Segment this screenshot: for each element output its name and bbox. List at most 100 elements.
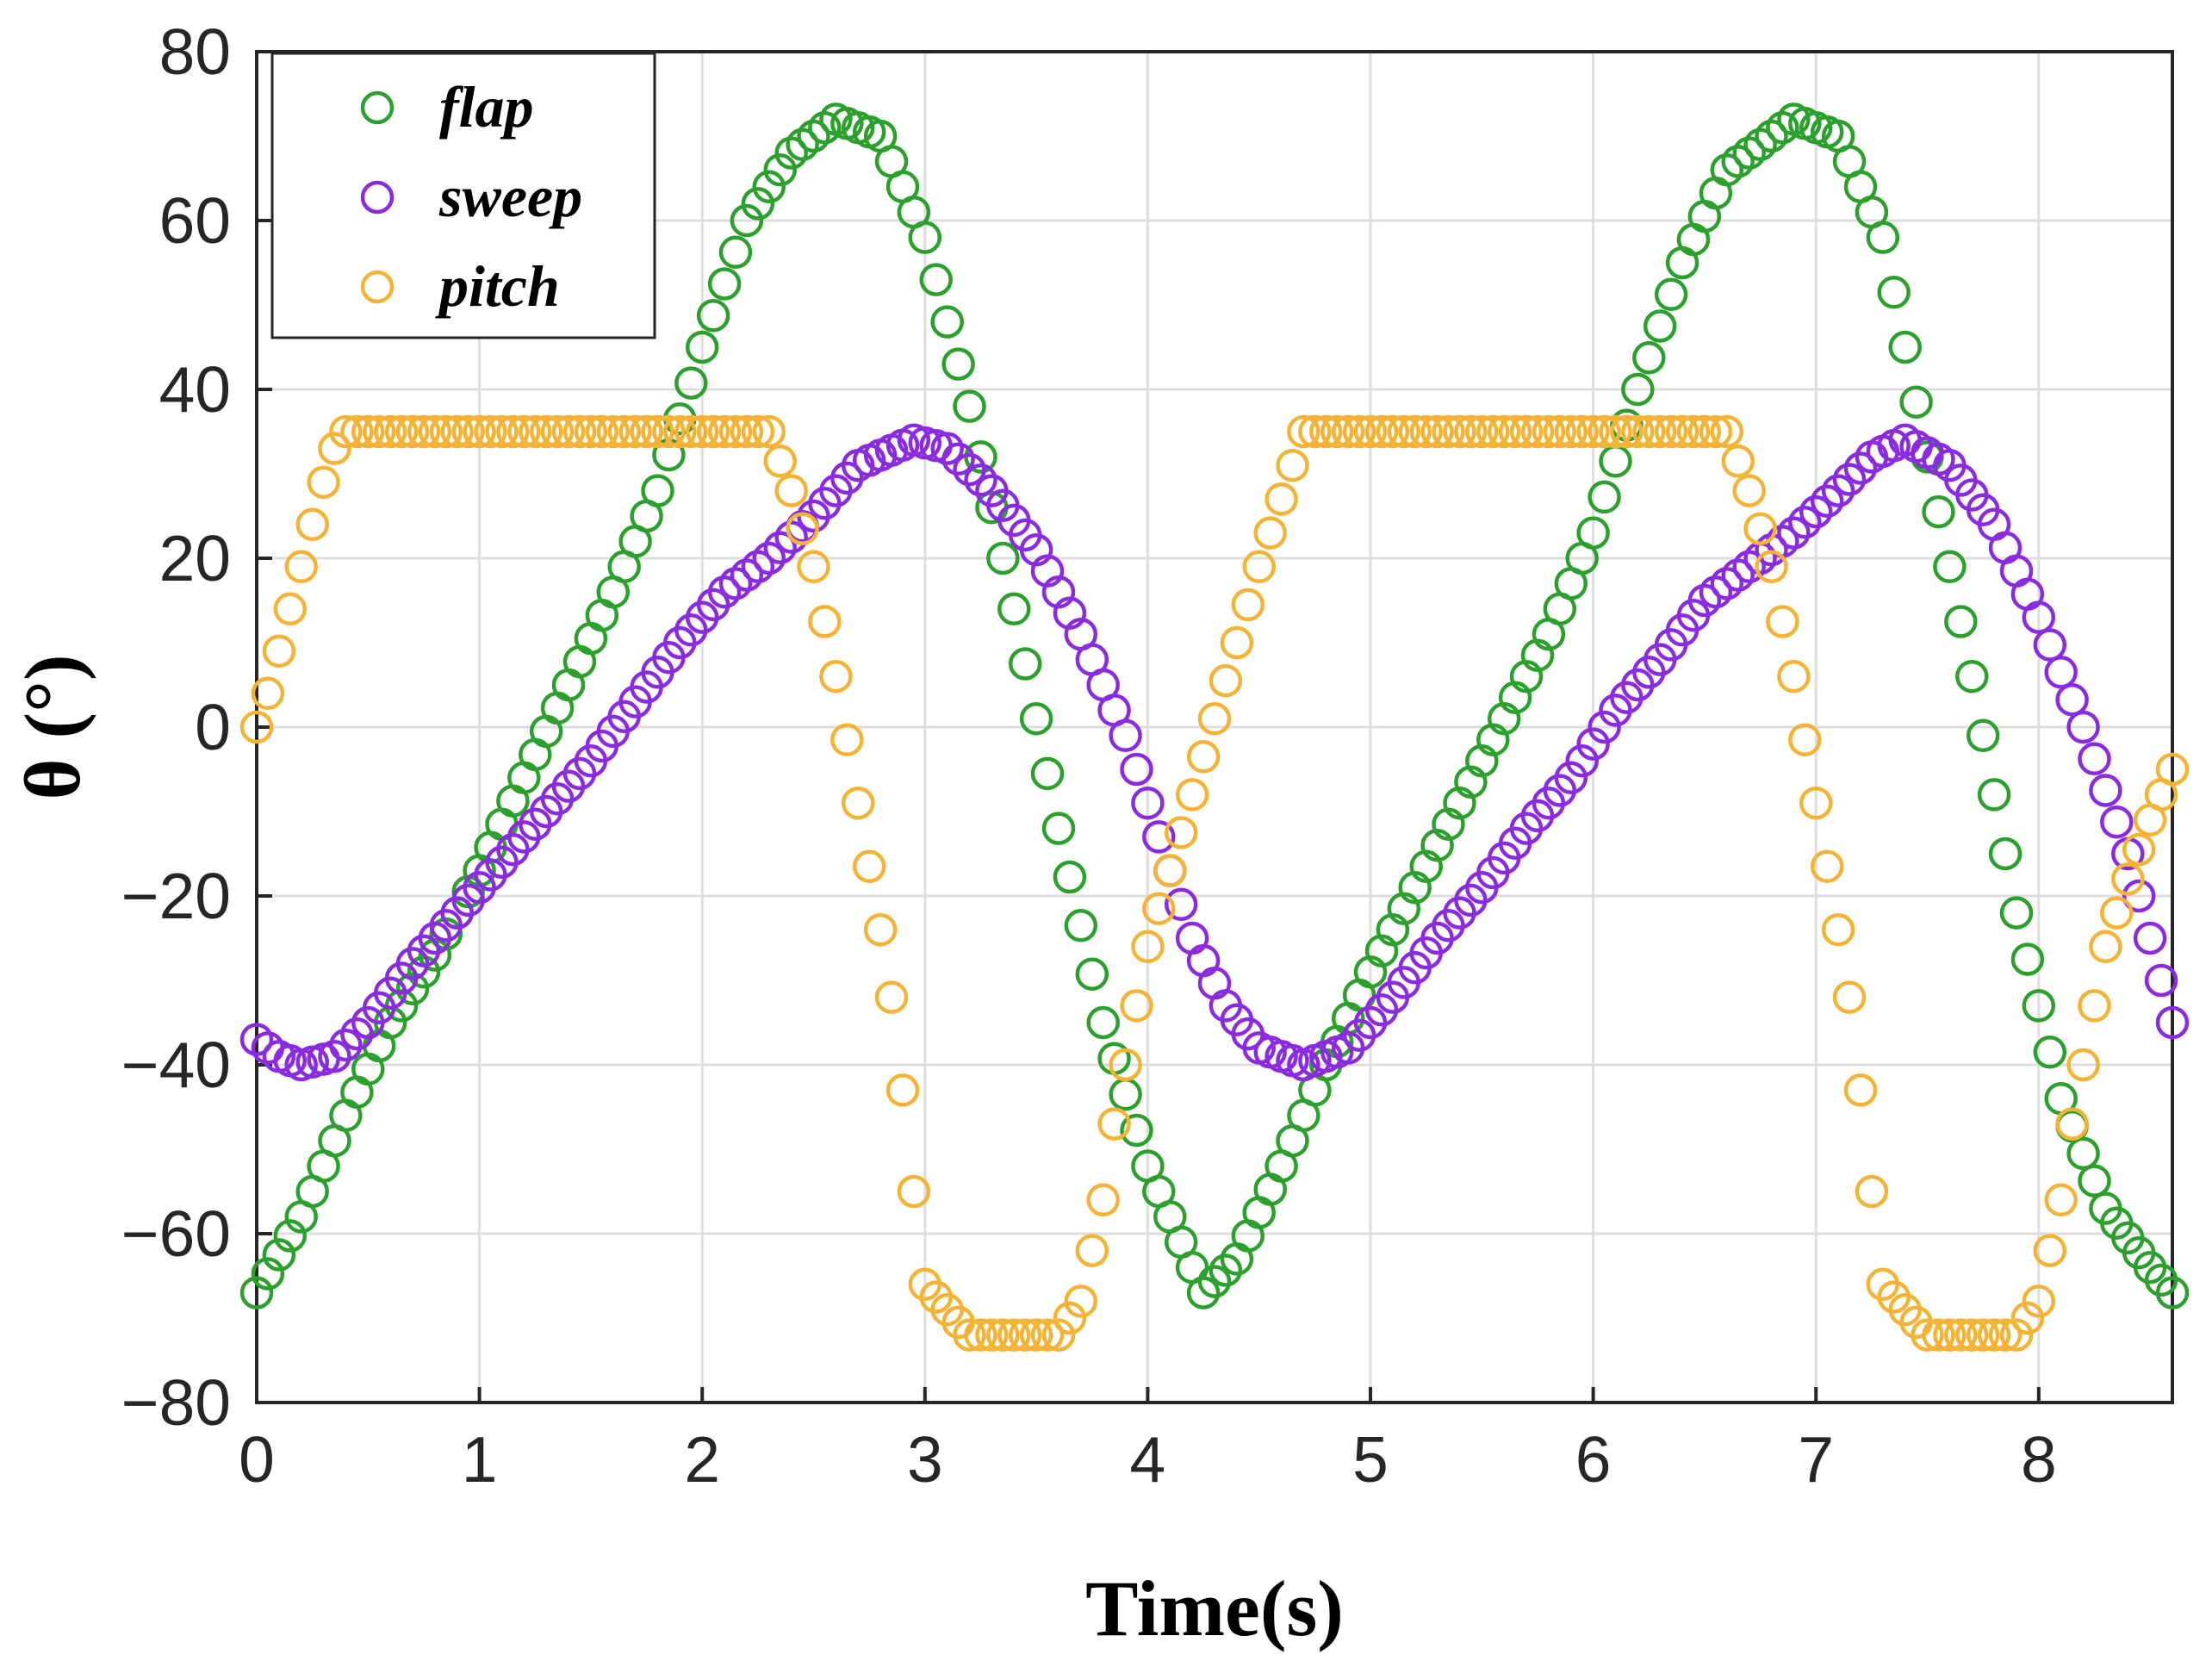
pitch-point [1432, 414, 1465, 449]
flap-point [986, 541, 1020, 575]
sweep-point [752, 541, 786, 575]
flap-point [1743, 128, 1777, 162]
pitch-point [1309, 414, 1343, 449]
pitch-point [529, 414, 563, 449]
pitch-point [362, 414, 396, 449]
pitch-point [752, 414, 786, 449]
flap-point [1899, 385, 1933, 419]
sweep-point [329, 1028, 363, 1062]
pitch-point [885, 1073, 920, 1107]
flap-point [1008, 647, 1042, 681]
flap-point [1966, 718, 2000, 753]
sweep-point [1732, 550, 1766, 584]
flap-point [1654, 277, 1688, 312]
flap-point [1041, 812, 1076, 845]
pitch-point [1676, 414, 1711, 449]
sweep-point [2155, 1005, 2190, 1040]
flap-point [1732, 136, 1766, 170]
sweep-point [1131, 786, 1165, 820]
data-markers [239, 103, 2190, 1352]
flap-point [2010, 942, 2045, 976]
pitch-point [1911, 1318, 1944, 1352]
pitch-point [1197, 701, 1232, 736]
sweep-point [2022, 600, 2056, 634]
pitch-point [1933, 1318, 1967, 1352]
y-tick-label: −20 [121, 860, 231, 932]
pitch-point [630, 414, 663, 449]
pitch-point [1109, 1048, 1142, 1082]
pitch-point [819, 659, 853, 694]
pitch-point [741, 414, 775, 449]
pitch-point [1376, 414, 1410, 449]
y-tick-label: 20 [159, 522, 231, 594]
x-tick-label: 5 [1352, 1423, 1389, 1496]
pitch-point [295, 507, 329, 542]
pitch-point [1755, 550, 1788, 584]
pitch-point [1766, 605, 1799, 638]
axis-ticks: 0 1 2 3 4 5 6 7 8 80 60 40 20 0 −20 −40 −60 −80 [121, 16, 2057, 1496]
flap-point [908, 221, 942, 254]
pitch-point [1086, 1183, 1120, 1217]
sweep-point [1810, 484, 1844, 519]
pitch-point [1264, 482, 1298, 516]
x-tick-label: 4 [1130, 1423, 1166, 1496]
pitch-point [585, 414, 619, 449]
pitch-point [307, 465, 340, 500]
sweep-point [2078, 742, 2111, 776]
pitch-point [2155, 752, 2190, 787]
pitch-point [1097, 1107, 1131, 1141]
legend-label-sweep: sweep [438, 164, 582, 229]
pitch-point [1565, 414, 1599, 449]
legend-marker-flap [360, 90, 395, 125]
flap-point [930, 305, 964, 339]
sweep-point [707, 575, 742, 609]
sweep-point [2089, 774, 2122, 807]
flap-point [696, 299, 730, 333]
pitch-point [418, 414, 452, 449]
pitch-point [2078, 989, 2111, 1023]
pitch-point [1053, 1301, 1087, 1335]
pitch-point [1353, 414, 1388, 449]
flap-point [1186, 1276, 1221, 1309]
pitch-point [551, 414, 586, 449]
pitch-point [2100, 896, 2134, 930]
sweep-point [953, 452, 986, 487]
pitch-point [1799, 786, 1833, 820]
pitch-point [2055, 1107, 2089, 1141]
pitch-point [1599, 414, 1632, 449]
flap-point [1588, 480, 1621, 514]
flap-point [1988, 837, 2022, 871]
pitch-point [1498, 414, 1532, 449]
pitch-point [808, 605, 842, 638]
flap-point [2066, 1136, 2100, 1171]
pitch-point [641, 414, 674, 449]
sweep-point [1710, 567, 1744, 600]
pitch-point [262, 634, 296, 669]
pitch-point [485, 414, 519, 449]
pitch-point [1777, 659, 1811, 694]
sweep-point [2122, 879, 2156, 913]
sweep-point [1821, 474, 1855, 507]
flap-point [1209, 1253, 1243, 1287]
flap-point [1643, 309, 1677, 343]
pitch-point [1487, 414, 1521, 449]
flap-point [1030, 756, 1065, 791]
pitch-point [507, 414, 541, 449]
pitch-point [1064, 1284, 1098, 1318]
pitch-point [1164, 816, 1198, 849]
x-tick-label: 0 [239, 1423, 275, 1496]
pitch-point [1788, 723, 1822, 756]
sweep-point [1565, 743, 1599, 778]
flap-point [239, 1276, 274, 1309]
legend-marker-pitch [360, 270, 395, 304]
pitch-point [1153, 854, 1187, 887]
pitch-point [964, 1318, 997, 1352]
flap-point [395, 972, 430, 1006]
pitch-point [1543, 414, 1577, 449]
sweep-point [2044, 656, 2078, 689]
pitch-point [1220, 625, 1254, 660]
x-tick-label: 6 [1575, 1423, 1612, 1496]
pitch-point [730, 414, 764, 449]
pitch-point [1276, 448, 1309, 482]
pitch-point [451, 414, 485, 449]
